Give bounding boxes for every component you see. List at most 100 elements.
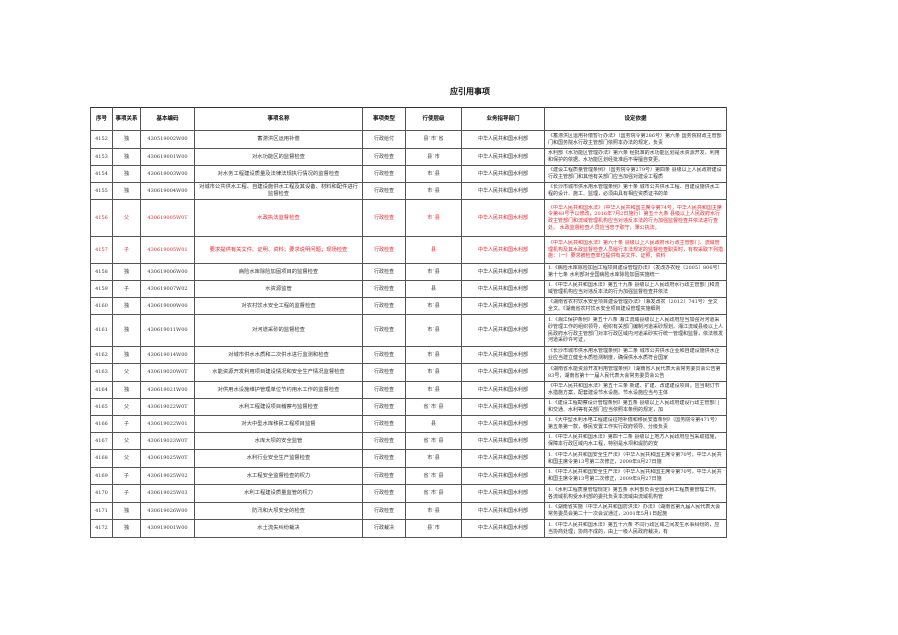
basis-text: 《建设工程质量管理条例》（国务院令第279号）第四条 县级以上人民政府建设行政主…: [548, 167, 722, 180]
cell-relation: 独: [112, 502, 141, 520]
cell-no: 4168: [90, 449, 113, 468]
cell-level: 市`县: [405, 449, 462, 468]
table-row: 4156 父 430619005W0T 水政执法监督检查 行政检查 市`县 中华人民共和国水…: [90, 199, 727, 237]
basis-text: 《中华人民共和国水法》第五十三条 新建、扩建、改建建设项目，应当制订节水措施方案…: [548, 383, 720, 396]
cell-relation: 子: [112, 484, 141, 503]
cell-type: 行政检查: [362, 280, 406, 298]
cell-relation: 子: [112, 467, 141, 485]
basis-text: 水利部《水功能区管理办法》第六条 经批准的水功能区划是水资源开发、利用和保护的依…: [548, 150, 720, 163]
cell-dept: 中华人民共和国水利部: [461, 415, 545, 433]
table-row: 4163 父 430619020W0T 水能资源开发利用项目建设情况和安全生产情况监督…: [90, 363, 727, 382]
basis-text: 1.《水利工程质量管理规定》第五条 水利部负责全国水利工程质量管理工作。各流域机…: [548, 486, 720, 500]
cell-type: 行政裁决: [362, 519, 406, 538]
cell-type: 行政检查: [362, 236, 406, 264]
matters-table: 序号 事项关系 基本编码 事项名称 事项类型 行使层级 业务指导部门 设定依据 …: [90, 107, 727, 538]
cell-type: 行政检查: [362, 165, 406, 183]
cell-type: 行政检查: [362, 346, 406, 364]
cell-name: 水利工程建设质量监管的权力: [194, 484, 363, 503]
table-row: 4159 子 430619007W02 水资源监管 行政检查县中华人民共和国水利部 1.《…: [90, 280, 727, 298]
cell-no: 4163: [90, 363, 113, 382]
cell-relation: 子: [112, 236, 141, 264]
cell-code: 430619022W01: [140, 415, 195, 433]
cell-relation: 独: [112, 346, 141, 364]
cell-code: 430619006W00: [140, 263, 195, 281]
cell-relation: 父: [112, 398, 141, 416]
cell-level: 市`县: [405, 381, 462, 399]
cell-relation: 父: [112, 432, 141, 450]
cell-basis: 1.《中华人民共和国水法》第五十六条 不同行政区域之间发生水事纠纷的，应当协商处…: [544, 519, 727, 538]
cell-code: 430619003W00: [140, 165, 195, 183]
cell-name: 对农村饮水安全工程的监督检查: [194, 297, 363, 315]
cell-type: 行政检查: [362, 484, 406, 503]
cell-no: 4172: [90, 519, 113, 538]
cell-name: 对水功能区的监督检查: [194, 148, 363, 166]
cell-no: 4169: [90, 467, 113, 485]
basis-text: 《长沙市城市供水用水管理条例》第二条 城市公共供水企业和自建设施供水企业应当建立…: [548, 348, 720, 361]
header-type: 事项类型: [362, 107, 406, 131]
cell-no: 4157: [90, 236, 113, 264]
table-row: 4154 独 430619003W00 对水务工程建设质量及法律法规执行情况的监督检查…: [90, 165, 727, 183]
cell-basis: 《长沙市城市供水用水管理条例》第二条 城市公共供水企业和自建设施供水企业应当建立…: [544, 346, 727, 364]
cell-code: 430619009W00: [140, 297, 195, 315]
cell-level: 省`市`县: [405, 484, 462, 503]
header-name: 事项名称: [194, 107, 363, 131]
cell-code: 430619004W00: [140, 182, 195, 200]
cell-basis: 水利部《水功能区管理办法》第六条 经批准的水功能区划是水资源开发、利用和保护的依…: [544, 148, 727, 166]
cell-dept: 中华人民共和国水利部: [461, 280, 545, 298]
table-row: 4169 子 430619025W02 水工程安全监督检查的权力 行政检查 省`市`县 中华…: [90, 467, 727, 485]
cell-basis: 1.《中华人民共和国安全生产法》（中华人民共和国主席令第70号，中华人民共和国主…: [544, 467, 727, 485]
header-no: 序号: [90, 107, 113, 131]
cell-basis: 1.《建设工程勘察设计管理条例》第五条 县级以上人民政府建设行政主管部门和交通、…: [544, 398, 727, 416]
cell-no: 4166: [90, 415, 113, 433]
cell-level: 省`市`县: [405, 467, 462, 485]
cell-name: 病险水库除险加固项目的监督检查: [194, 263, 363, 281]
cell-code: 430619001W00: [140, 148, 195, 166]
cell-no: 4159: [90, 280, 113, 298]
table-row: 4165 父 430619022W0T 水利工程建设项目稽察与监督检查 行政检查 省`市`…: [90, 398, 727, 416]
header-relation: 事项关系: [112, 107, 141, 131]
cell-no: 4161: [90, 314, 113, 347]
table-header-row: 序号 事项关系 基本编码 事项名称 事项类型 行使层级 业务指导部门 设定依据: [90, 107, 727, 131]
cell-basis: 《中华人民共和国水法》第六十条 县级以上人民政府水行政主管部门、流域管理机构及其…: [544, 236, 727, 264]
cell-type: 行政给付: [362, 130, 406, 149]
cell-code: 430619005W0T: [140, 199, 195, 237]
cell-no: 4164: [90, 381, 113, 399]
cell-name: 对水务工程建设质量及法律法规执行情况的监督检查: [194, 165, 363, 183]
cell-no: 4156: [90, 199, 113, 237]
cell-relation: 独: [112, 165, 141, 183]
cell-type: 行政检查: [362, 148, 406, 166]
cell-dept: 中华人民共和国水利部: [461, 314, 545, 347]
cell-dept: 中华人民共和国水利部: [461, 297, 545, 315]
cell-level: 省`市`县: [405, 432, 462, 450]
cell-name: 水土流失纠纷裁决: [194, 519, 363, 538]
cell-type: 行政检查: [362, 502, 406, 520]
cell-type: 行政检查: [362, 398, 406, 416]
basis-text: 《湖南省农村饮水安全项目建设管理办法》（湘发改农〔2012〕741号）全文 全文…: [548, 299, 718, 312]
cell-code: 430619005W01: [140, 236, 195, 264]
cell-code: 430619011W00: [140, 314, 195, 347]
table-row: 4168 父 430619025W0T 水利行业安全生产监督检查 行政检查 市`县 中华人民…: [90, 449, 727, 468]
cell-type: 行政检查: [362, 415, 406, 433]
cell-type: 行政检查: [362, 381, 406, 399]
cell-no: 4158: [90, 263, 113, 281]
cell-dept: 中华人民共和国水利部: [461, 398, 545, 416]
cell-relation: 子: [112, 415, 141, 433]
cell-code: 430619026W00: [140, 502, 195, 520]
header-basis: 设定依据: [544, 107, 727, 131]
cell-basis: 《建设工程质量管理条例》（国务院令第279号）第四条 县级以上人民政府建设行政主…: [544, 165, 727, 183]
cell-name: 水资源监管: [194, 280, 363, 298]
cell-basis: 1.《湖南省实施〈中华人民共和国防洪法〉办法》（湖南省第九届人民代表大会常务委员…: [544, 502, 727, 520]
cell-dept: 中华人民共和国水利部: [461, 130, 545, 149]
cell-basis: 1.《中华人民共和国安全生产法》（中华人民共和国主席令第70号，中华人民共和国主…: [544, 449, 727, 468]
cell-code: 430519002W00: [140, 130, 195, 149]
cell-basis: 《湖南省水能资源开发利用管理条例》（湖南省人民代表大会常务委员会公告第83号，湖…: [544, 363, 727, 382]
cell-name: 对城市公共供水工程、自建设施供水工程及其设备、材料和配件进行监督检查: [194, 182, 363, 200]
table-row: 4172 独 430919001W00 水土流失纠纷裁决 行政裁决 县`市 中华人民共和国水…: [90, 519, 727, 538]
cell-type: 行政检查: [362, 467, 406, 485]
cell-basis: 1.《病险水库除险加固工程项目建设管理办法》（发改办农经〔2005〕806号）第…: [544, 263, 727, 281]
cell-no: 4162: [90, 346, 113, 364]
cell-code: 430919001W00: [140, 519, 195, 538]
cell-no: 4154: [90, 165, 113, 183]
cell-relation: 父: [112, 199, 141, 237]
cell-type: 行政检查: [362, 449, 406, 468]
